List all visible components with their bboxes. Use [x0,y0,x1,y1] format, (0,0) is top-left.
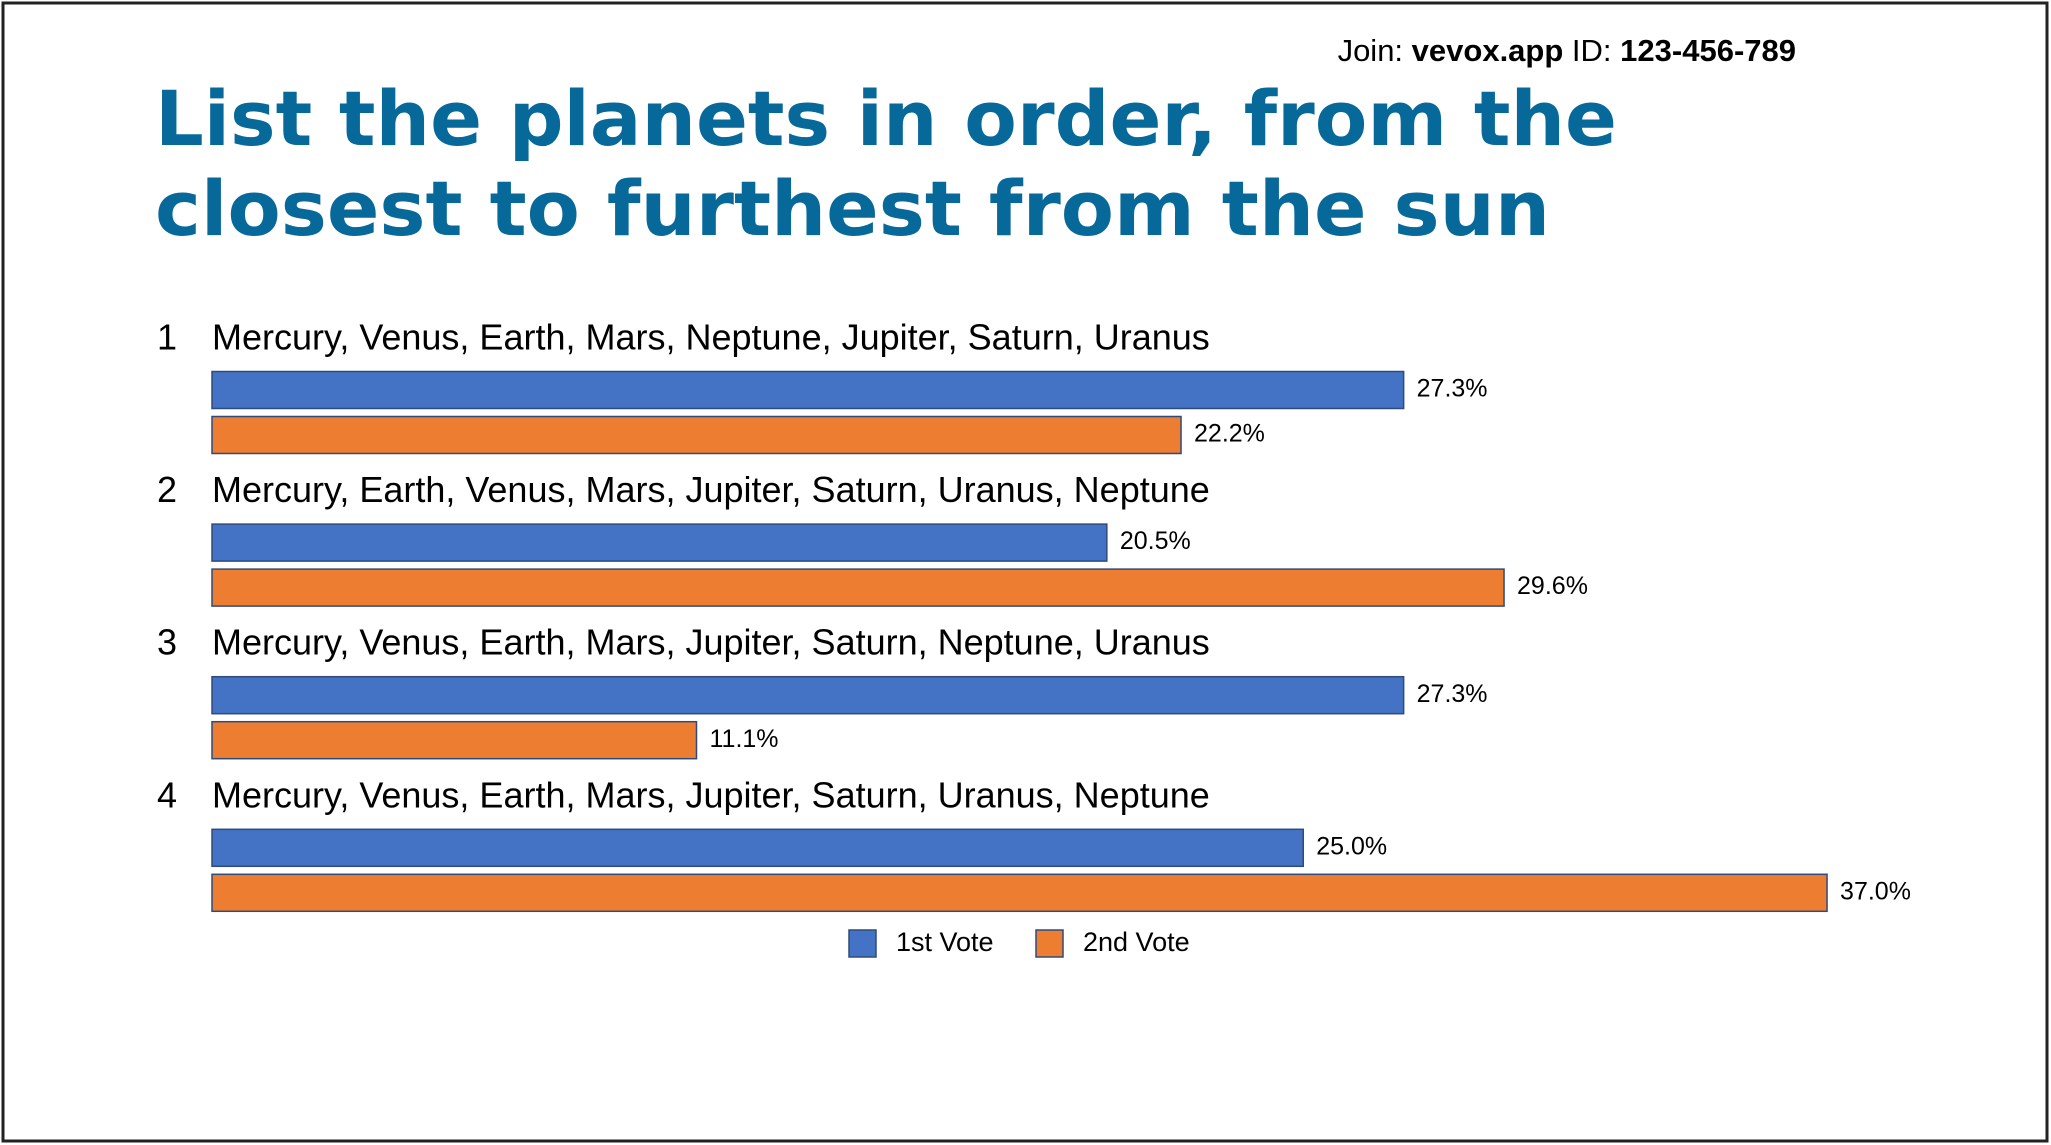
rank-number: 4 [157,774,177,815]
value-label: 37.0% [1840,877,1911,905]
value-label: 25.0% [1316,832,1387,860]
session-id: 123-456-789 [1620,33,1796,68]
join-info: Join: vevox.app ID: 123-456-789 [1338,33,1796,68]
bar [211,873,1828,913]
category-label: Mercury, Venus, Earth, Mars, Neptune, Ju… [212,317,1210,358]
join-label: Join: [1338,33,1403,68]
bar [211,568,1505,607]
title-line: List the planets in order, from the [155,74,1617,163]
value-label: 29.6% [1517,572,1588,600]
bar [211,828,1304,868]
category-label: Mercury, Venus, Earth, Mars, Jupiter, Sa… [212,622,1210,663]
legend-label: 2nd Vote [1083,927,1190,957]
rank-number: 3 [157,622,177,663]
bar [211,415,1182,455]
value-label: 27.3% [1417,680,1488,708]
value-label: 27.3% [1417,375,1488,403]
value-label: 11.1% [710,725,779,753]
rank-number: 2 [157,469,177,510]
id-label: ID: [1572,33,1612,68]
value-label: 20.5% [1120,527,1191,555]
bar [211,523,1108,562]
title-line: closest to furthest from the sun [155,164,1550,253]
category-label: Mercury, Earth, Venus, Mars, Jupiter, Sa… [212,469,1210,510]
bar [211,675,1405,715]
legend-swatch [1035,929,1064,958]
bar [211,370,1405,410]
rank-number: 1 [157,317,177,358]
join-url: vevox.app [1412,33,1564,68]
value-label: 22.2% [1194,420,1265,448]
category-label: Mercury, Venus, Earth, Mars, Jupiter, Sa… [212,774,1210,815]
legend-label: 1st Vote [896,927,994,957]
legend-swatch [848,929,877,958]
bar [211,720,698,760]
